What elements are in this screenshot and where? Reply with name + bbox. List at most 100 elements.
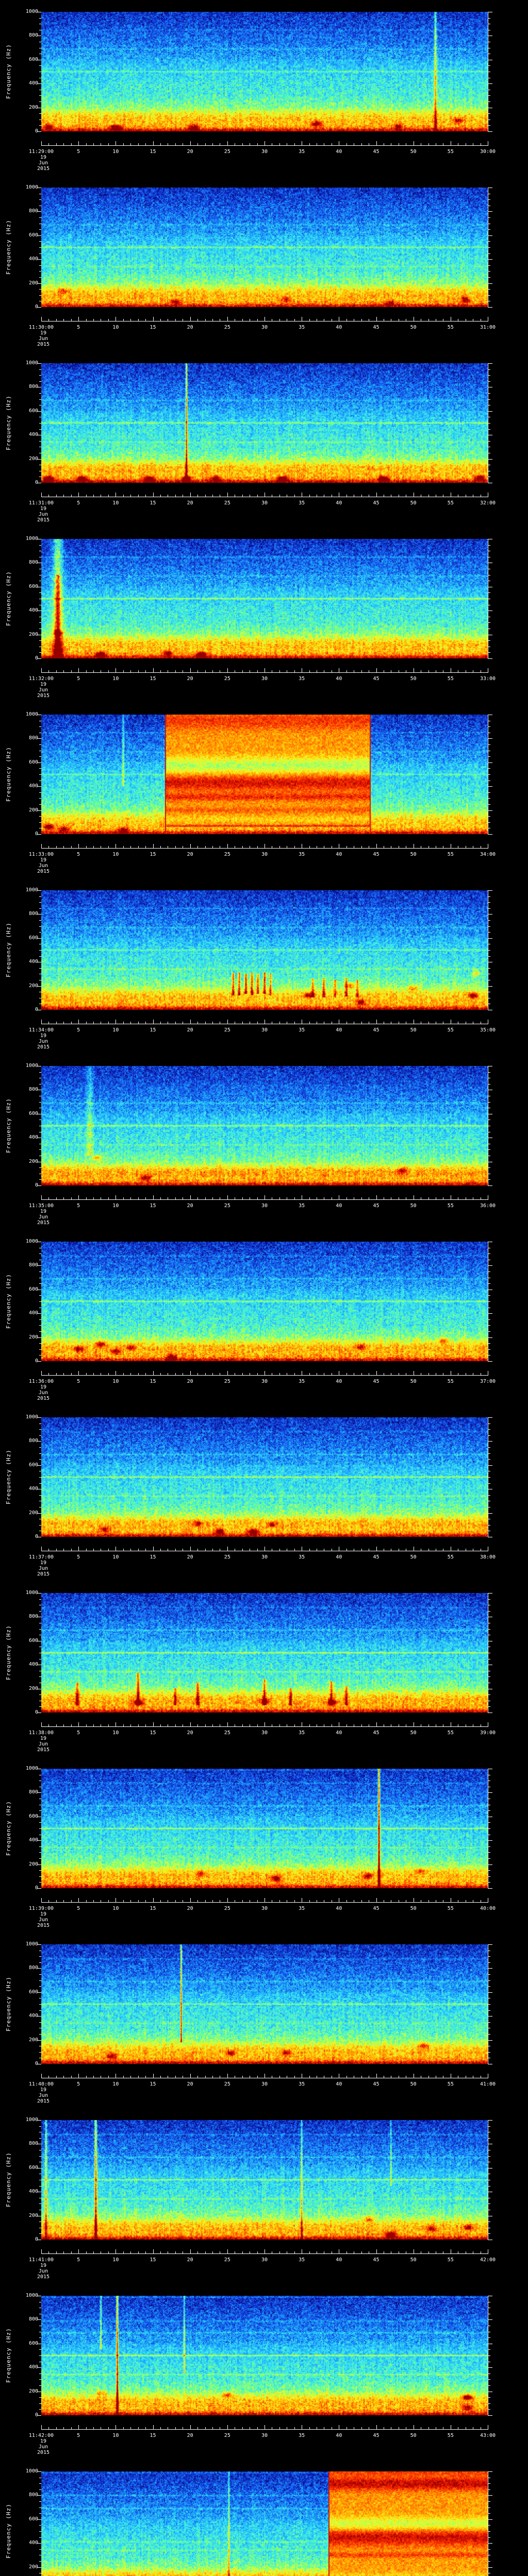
y-tick-label: 600 <box>28 1286 38 1292</box>
axis-tick <box>488 1447 490 1448</box>
date-line: 19 <box>40 506 47 512</box>
x-tick-label: 5 <box>77 2257 80 2263</box>
axis-tick <box>488 411 492 412</box>
axis-tick <box>488 2233 490 2234</box>
axis-tick <box>39 1477 41 1478</box>
axis-tick <box>39 2525 41 2526</box>
y-axis-title: Frequency (Hz) <box>5 1625 12 1681</box>
axis-tick <box>488 1986 490 1987</box>
axis-tick <box>190 1722 191 1726</box>
x-tick-label: 15 <box>150 1203 156 1209</box>
axis-tick <box>108 2251 109 2253</box>
axis-tick <box>138 1549 139 1551</box>
axis-tick <box>488 1980 490 1981</box>
x-tick-label: 40 <box>336 149 342 155</box>
x-axis-line <box>41 672 488 673</box>
axis-tick <box>488 726 490 727</box>
axis-tick <box>37 1185 41 1186</box>
y-tick-label: 600 <box>28 57 38 62</box>
axis-tick <box>108 319 109 321</box>
x-tick-label: 35 <box>299 852 305 857</box>
axis-tick <box>488 744 490 745</box>
y-tick-label: 200 <box>28 983 38 989</box>
x-tick-label: 50 <box>410 852 417 857</box>
axis-tick <box>212 495 213 497</box>
axis-tick <box>56 846 57 848</box>
axis-tick <box>428 1373 429 1375</box>
axis-tick <box>37 2367 41 2368</box>
axis-tick <box>488 2495 492 2496</box>
axis-tick <box>145 319 146 321</box>
axis-tick <box>123 319 124 321</box>
axis-tick <box>488 908 490 909</box>
axis-tick <box>39 2138 41 2139</box>
axis-tick <box>205 670 206 672</box>
axis-tick <box>108 143 109 145</box>
x-tick-label: 50 <box>410 2433 417 2438</box>
axis-tick <box>153 493 154 497</box>
y-axis-title: Frequency (Hz) <box>5 922 12 978</box>
x-tick-label: 25 <box>224 1906 230 1911</box>
axis-tick <box>71 495 72 497</box>
axis-tick <box>376 844 377 848</box>
axis-tick <box>346 1900 347 1902</box>
x-tick-label: 40 <box>336 1379 342 1384</box>
axis-tick <box>37 411 41 412</box>
y-tick-label: 400 <box>28 2013 38 2019</box>
axis-tick <box>138 846 139 848</box>
axis-tick <box>488 738 492 739</box>
axis-tick <box>39 756 41 757</box>
axis-tick <box>488 2543 492 2544</box>
axis-tick <box>257 1724 258 1726</box>
x-tick-label: 40 <box>336 2081 342 2087</box>
y-tick-label: 600 <box>28 2165 38 2171</box>
axis-tick <box>175 1022 176 1024</box>
axis-tick <box>41 668 42 672</box>
axis-tick <box>488 101 490 102</box>
axis-tick <box>488 1185 492 1186</box>
axis-tick <box>361 1900 362 1902</box>
x-tick-label: 10 <box>112 676 119 682</box>
axis-tick <box>93 846 94 848</box>
x-tick-label: 20 <box>187 2257 193 2263</box>
axis-tick <box>190 317 191 321</box>
y-tick-label: 200 <box>28 2037 38 2043</box>
axis-tick <box>39 950 41 951</box>
axis-tick <box>294 1724 295 1726</box>
axis-tick <box>197 2076 198 2078</box>
axis-tick <box>488 235 492 236</box>
date-line: 2015 <box>37 1923 50 1928</box>
axis-tick <box>138 143 139 145</box>
axis-tick <box>39 229 41 230</box>
axis-tick <box>41 2425 42 2429</box>
axis-tick <box>361 2427 362 2429</box>
axis-tick <box>39 908 41 909</box>
end-time-label: 39:00 <box>480 1730 496 1736</box>
y-tick-label: 200 <box>28 2388 38 2394</box>
axis-tick <box>242 319 243 321</box>
axis-tick <box>488 1435 490 1436</box>
axis-tick <box>78 844 79 848</box>
axis-tick <box>41 1371 42 1375</box>
axis-tick <box>488 926 490 927</box>
axis-tick <box>376 1371 377 1375</box>
y-tick-label: 400 <box>28 1486 38 1492</box>
axis-tick <box>294 2427 295 2429</box>
axis-tick <box>39 1319 41 1320</box>
axis-tick <box>37 2415 41 2416</box>
start-time-label: 11:31:00 <box>28 500 54 506</box>
axis-tick <box>488 545 490 546</box>
axis-tick <box>346 670 347 672</box>
axis-tick <box>488 125 490 126</box>
x-tick-label: 20 <box>187 2433 193 2438</box>
axis-tick <box>309 670 310 672</box>
axis-tick <box>78 317 79 321</box>
axis-tick <box>279 1724 280 1726</box>
y-tick-label: 0 <box>35 1358 38 1364</box>
axis-tick <box>205 846 206 848</box>
x-tick-label: 15 <box>150 2081 156 2087</box>
date-line: Jun <box>38 512 48 517</box>
axis-tick <box>488 2010 490 2011</box>
axis-tick <box>190 844 191 848</box>
